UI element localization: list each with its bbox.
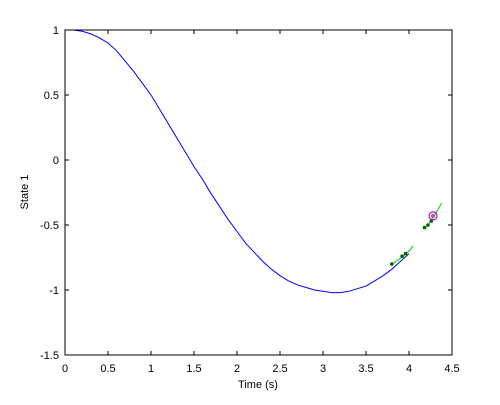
sample-point [400, 254, 404, 258]
sample-point [426, 223, 430, 227]
x-tick-labels: 0 0.5 1 1.5 2 2.5 3 3.5 4 4.5 [62, 363, 460, 375]
y-tick-label: 0.5 [44, 90, 59, 102]
x-tick-label: 3 [320, 363, 326, 375]
x-tick-label: 1 [148, 363, 154, 375]
sample-point [422, 225, 427, 230]
x-tick-label: 0.5 [100, 363, 115, 375]
sample-point [403, 251, 408, 256]
y-tick-label: 0 [53, 155, 59, 167]
current-point-ring [428, 211, 438, 221]
plot-area [65, 30, 452, 355]
sample-point [390, 262, 394, 266]
axes-box [64, 29, 453, 356]
x-tick-label: 2 [234, 363, 240, 375]
x-tick-label: 4.5 [444, 363, 459, 375]
y-tick-label: -1 [49, 285, 59, 297]
y-tick-labels: -1.5 -1 -0.5 0 0.5 1 [40, 25, 59, 362]
x-tick-label: 0 [62, 363, 68, 375]
x-axis-label: Time (s) [238, 379, 278, 391]
y-tick-label: -0.5 [40, 220, 59, 232]
y-tick-label: 1 [53, 25, 59, 37]
y-tick-label: -1.5 [40, 350, 59, 362]
x-tick-label: 2.5 [272, 363, 287, 375]
x-tick-label: 1.5 [186, 363, 201, 375]
x-tick-label: 3.5 [358, 363, 373, 375]
y-axis-label: State 1 [19, 175, 31, 210]
x-tick-label: 4 [406, 363, 412, 375]
marker-group [390, 211, 438, 266]
series-line-1 [65, 29, 410, 294]
tick-group [64, 29, 453, 356]
current-point [430, 213, 436, 219]
